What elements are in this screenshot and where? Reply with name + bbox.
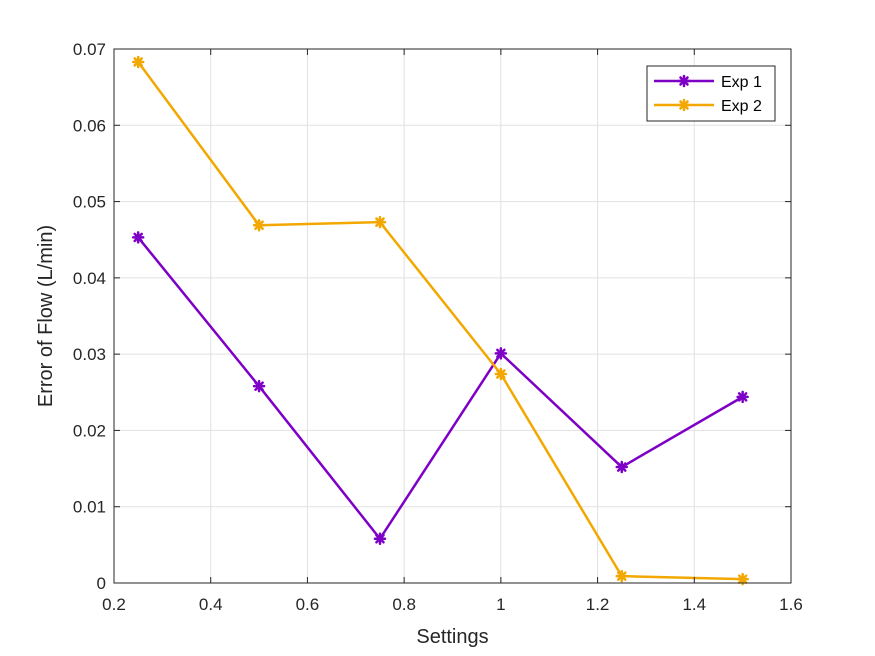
y-tick-label: 0 [97, 574, 106, 593]
legend-item: Exp 2 [654, 98, 762, 115]
y-tick-label: 0.01 [73, 498, 106, 517]
plot-area [114, 49, 791, 583]
series-line [137, 61, 743, 581]
legend: Exp 1 Exp 2 [646, 65, 776, 122]
y-tick-label: 0.07 [73, 40, 106, 59]
y-tick-label: 0.05 [73, 193, 106, 212]
x-tick-label: 0.2 [102, 595, 126, 614]
x-tick-label: 1.6 [779, 595, 803, 614]
ticks: 0.2 0.4 0.6 0.8 1 1.2 1.4 1.6 0 0.01 0.02 0.03 0.04 0… [73, 40, 803, 614]
series-line [137, 236, 744, 541]
y-tick-label: 0.03 [73, 345, 106, 364]
legend-label: Exp 1 [721, 74, 762, 91]
x-axis-label: Settings [416, 626, 488, 648]
legend-marker [677, 98, 691, 112]
axes-box [113, 48, 792, 584]
y-tick-label: 0.02 [73, 421, 106, 440]
series-2 [131, 55, 749, 586]
data-point [615, 460, 628, 474]
y-tick-label: 0.06 [73, 116, 106, 135]
data-point [252, 218, 266, 232]
x-tick-label: 1 [496, 595, 505, 614]
x-tick-label: 1.4 [682, 595, 706, 614]
data-point [373, 215, 387, 229]
x-tick-label: 0.8 [392, 595, 416, 614]
data-point [131, 55, 145, 69]
grid [113, 48, 792, 584]
data-point [736, 390, 749, 404]
x-tick-label: 0.4 [199, 595, 223, 614]
x-tick-label: 0.6 [296, 595, 320, 614]
data-point [494, 347, 508, 360]
data-point [252, 379, 266, 393]
data-point [615, 569, 628, 583]
data-point [131, 231, 145, 244]
legend-item: Exp 1 [654, 74, 762, 91]
y-axis-label: Error of Flow (L/min) [35, 225, 57, 407]
x-tick-label: 1.2 [586, 595, 610, 614]
legend-box [646, 65, 776, 122]
legend-label: Exp 2 [721, 98, 762, 115]
data-point [494, 367, 508, 381]
series-group [131, 55, 749, 586]
series-1 [131, 231, 749, 546]
y-tick-label: 0.04 [73, 269, 106, 288]
legend-marker [677, 74, 691, 88]
data-point [373, 532, 387, 546]
